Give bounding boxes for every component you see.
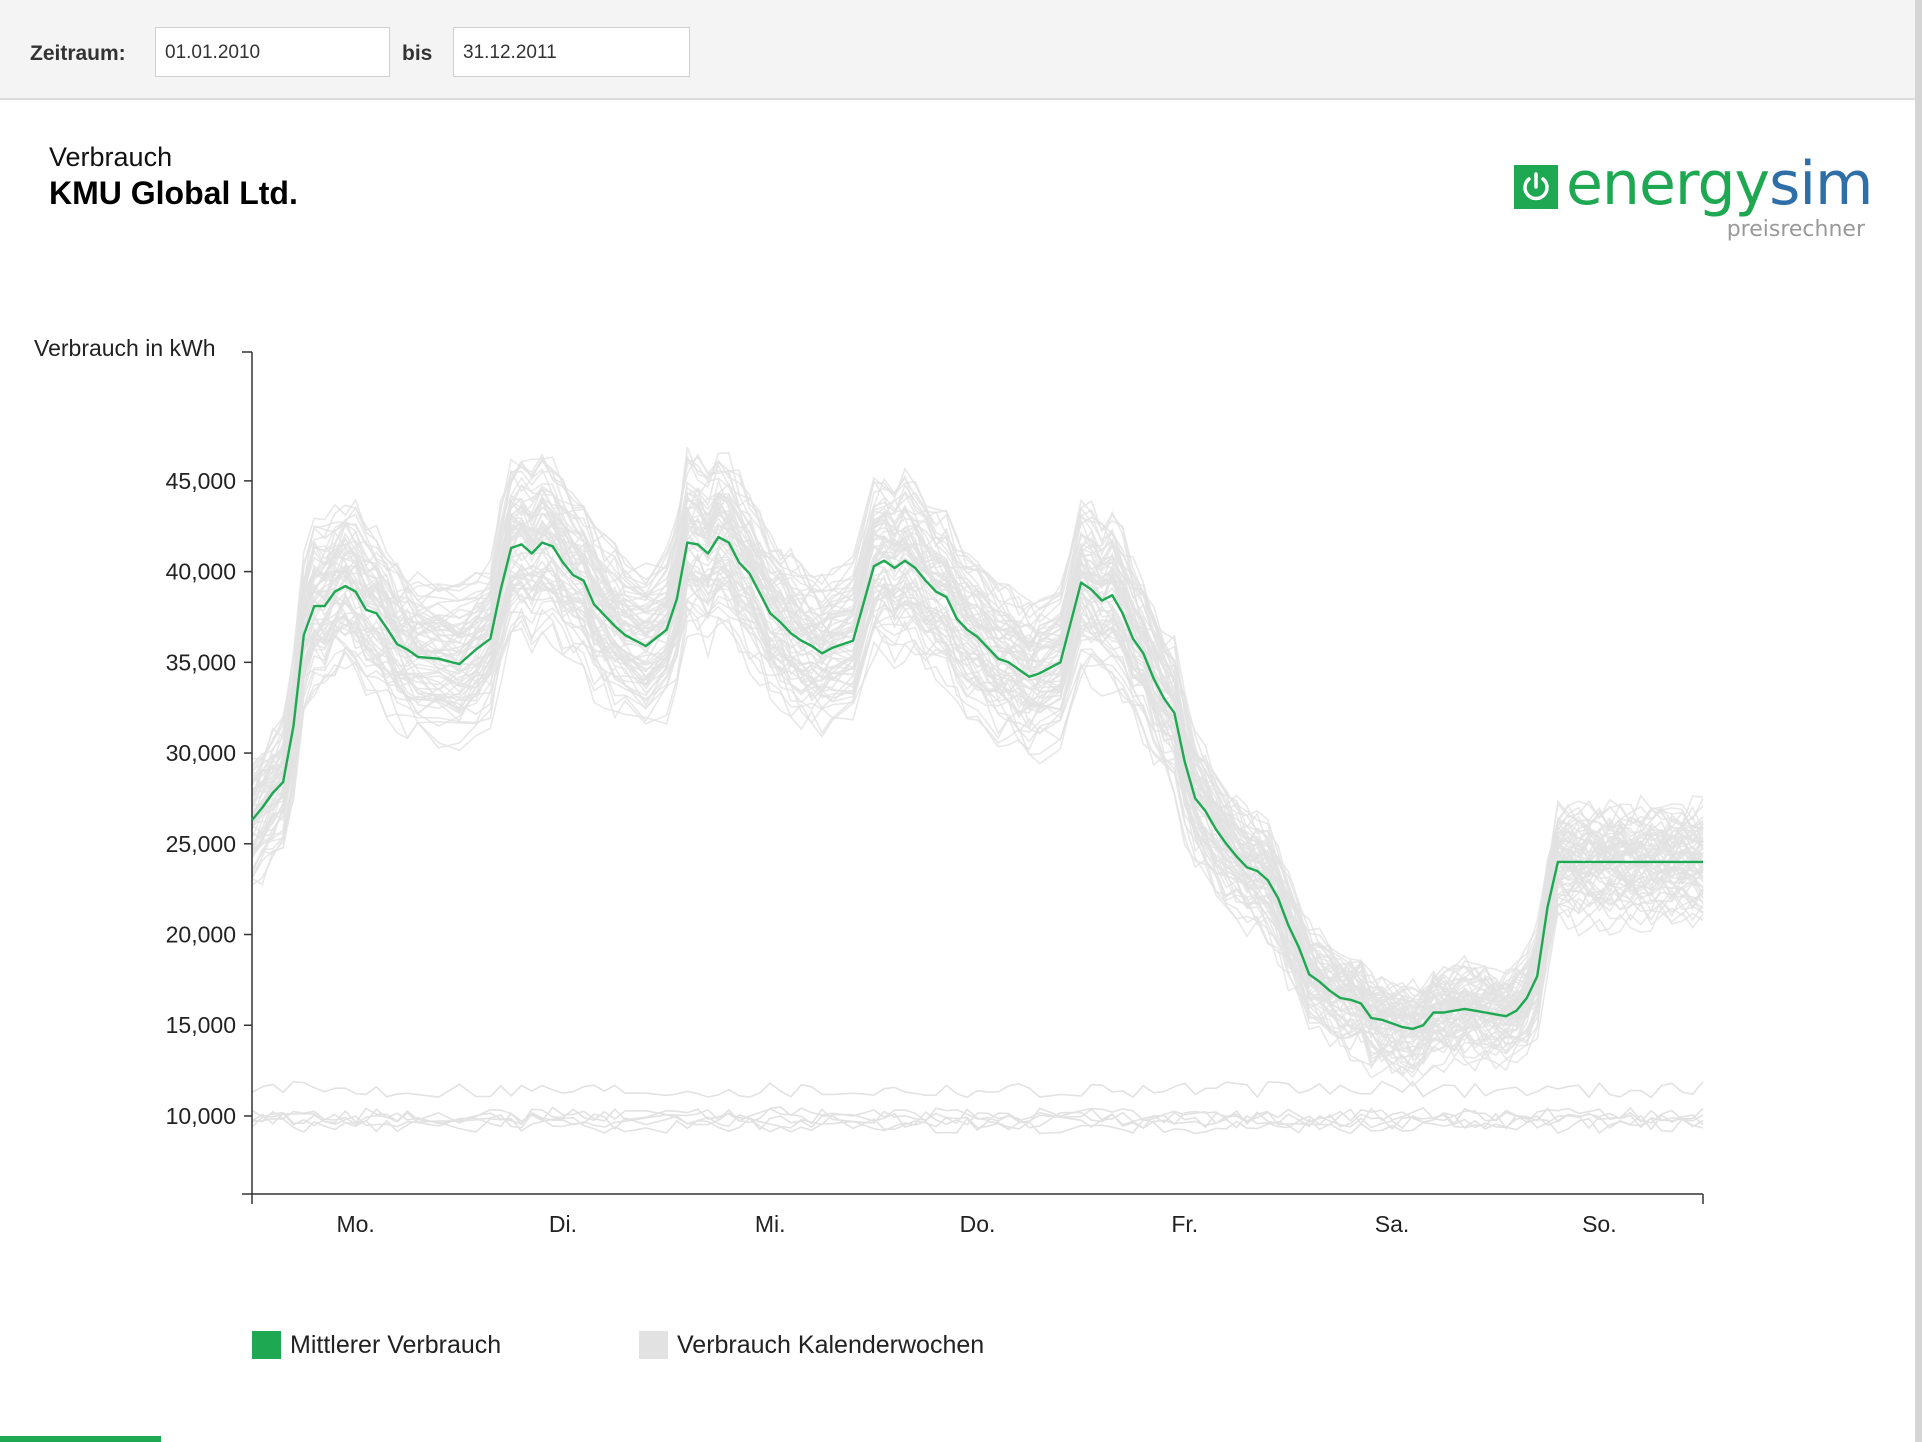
- active-tab-indicator[interactable]: [0, 1436, 161, 1442]
- legend-label-weekly: Verbrauch Kalenderwochen: [677, 1331, 985, 1359]
- weekly-line: [251, 601, 1704, 1079]
- y-axis-title: Verbrauch in kWh: [34, 335, 216, 361]
- weekly-line: [251, 522, 1704, 1039]
- logo-word-energy: energy: [1566, 149, 1770, 219]
- y-tick-label: 30,000: [166, 740, 236, 766]
- weekly-line: [251, 555, 1704, 1025]
- weekly-line: [251, 451, 1704, 1002]
- window-edge: [1915, 0, 1922, 1442]
- y-tick-label: 45,000: [166, 468, 236, 494]
- y-tick-label: 35,000: [166, 649, 236, 675]
- page-title: KMU Global Ltd.: [49, 175, 298, 211]
- legend-swatch-weekly: [639, 1331, 668, 1359]
- to-date-input[interactable]: 31.12.2011: [453, 27, 690, 77]
- weekly-line: [251, 615, 1704, 1088]
- y-tick-label: 20,000: [166, 922, 236, 948]
- period-label: Zeitraum:: [30, 42, 126, 65]
- filter-bar: Zeitraum: 01.01.2010 bis 31.12.2011: [0, 0, 1915, 100]
- weekly-line: [251, 617, 1704, 1079]
- weekly-line: [251, 1080, 1704, 1099]
- y-tick-label: 15,000: [166, 1012, 236, 1038]
- weekly-line: [251, 461, 1704, 1010]
- weekly-line: [251, 592, 1704, 1057]
- weekly-line: [251, 493, 1704, 1030]
- weekly-line: [251, 527, 1704, 1029]
- weekly-line: [251, 457, 1704, 1011]
- weekly-line: [251, 453, 1704, 998]
- logo-word-sim: sim: [1769, 149, 1873, 219]
- weekly-line: [251, 455, 1704, 1011]
- y-tick-label: 25,000: [166, 831, 236, 857]
- x-tick-label: Di.: [549, 1211, 577, 1237]
- legend-label-mean: Mittlerer Verbrauch: [290, 1331, 502, 1359]
- weekly-line: [252, 493, 1704, 1038]
- weekly-line: [251, 555, 1704, 1036]
- logo-subtitle: preisrechner: [1726, 217, 1865, 242]
- x-tick-label: Mo.: [336, 1211, 374, 1237]
- weekly-line: [251, 1107, 1704, 1126]
- y-tick-label: 10,000: [166, 1103, 236, 1129]
- page-subtitle: Verbrauch: [49, 142, 173, 172]
- weekly-line: [251, 456, 1704, 1001]
- weekly-line: [251, 501, 1704, 1027]
- mean-line-group: [251, 535, 1703, 1031]
- weekly-line: [251, 1112, 1704, 1131]
- mean-consumption-line: [251, 535, 1703, 1031]
- weekly-line: [251, 582, 1704, 1076]
- weekly-line: [251, 497, 1704, 1000]
- power-icon: [1514, 165, 1558, 209]
- x-tick-label: Do.: [960, 1211, 996, 1237]
- weekly-line: [251, 492, 1704, 1041]
- x-tick-label: Sa.: [1375, 1211, 1410, 1237]
- weekly-line: [251, 496, 1704, 1019]
- weekly-line: [251, 534, 1704, 1034]
- weekly-line: [251, 534, 1704, 1021]
- from-date-input[interactable]: 01.01.2010: [155, 27, 390, 77]
- weekly-line: [251, 524, 1704, 1030]
- axes-group: 10,000 15,000 20,000 25,000 30,000 35,000 40,0…: [166, 351, 1704, 1237]
- y-tick-label: 40,000: [166, 559, 236, 585]
- weekly-line: [251, 514, 1704, 1035]
- weekly-line: [251, 485, 1704, 1017]
- x-tick-label: Fr.: [1171, 1211, 1198, 1237]
- brand-logo: energysim preisrechner: [1512, 149, 1873, 250]
- weekly-lines-group: [251, 446, 1704, 1135]
- weekly-line: [251, 579, 1704, 1034]
- weekly-line: [251, 521, 1704, 1043]
- weekly-line: [251, 498, 1704, 1037]
- x-tick-label: Mi.: [755, 1211, 786, 1237]
- weekly-line: [251, 477, 1704, 1020]
- x-tick-label: So.: [1582, 1211, 1617, 1237]
- weekly-line: [251, 1116, 1704, 1135]
- weekly-line: [251, 1106, 1704, 1125]
- legend-swatch-mean: [252, 1331, 281, 1359]
- consumption-chart: Verbrauch in kWh 10,000 15,000 20,000 25,00…: [34, 335, 1704, 1237]
- to-label: bis: [402, 42, 433, 65]
- weekly-line: [251, 476, 1704, 1000]
- weekly-line: [251, 477, 1704, 1037]
